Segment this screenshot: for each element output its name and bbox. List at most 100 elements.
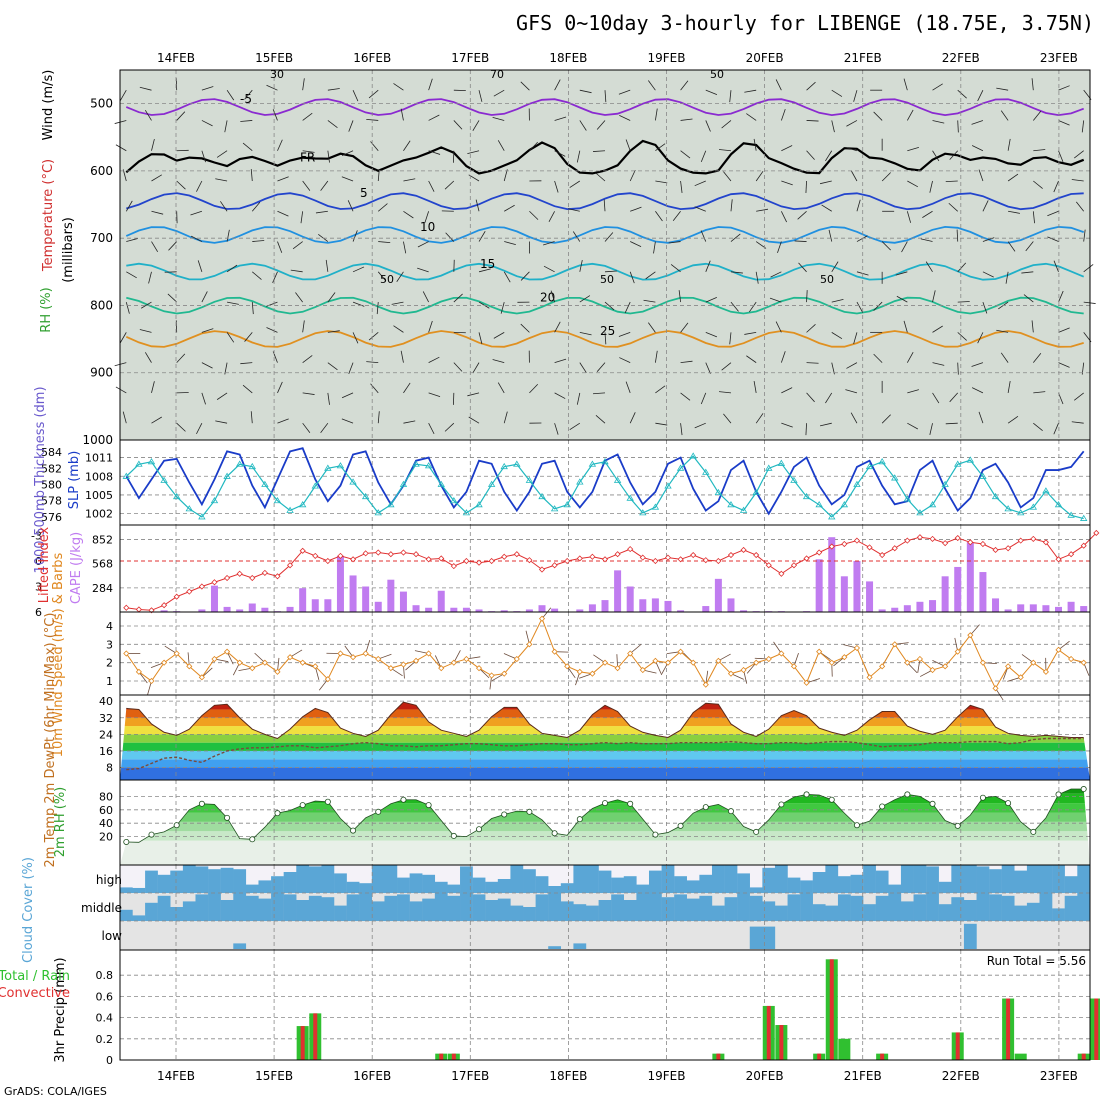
wind-barb: [705, 362, 711, 374]
cape-bar: [916, 601, 924, 612]
wind-speed-marker: [425, 650, 432, 657]
wind-barb: [670, 264, 681, 273]
wind-barb: [403, 241, 407, 254]
cape-bar: [299, 588, 307, 612]
wind-barb: [595, 415, 606, 424]
wind-speed-marker: [400, 661, 407, 668]
wind-speed-marker: [1005, 663, 1012, 670]
thickness-marker: [1067, 511, 1075, 518]
li-marker: [690, 551, 697, 559]
cape-bar: [828, 537, 836, 612]
wind-barb: [595, 172, 606, 182]
wind-barb: [806, 324, 816, 333]
li-marker: [954, 534, 961, 542]
contour-label: 50: [380, 273, 394, 286]
cape-bar: [941, 576, 949, 612]
wind-barb: [1071, 179, 1084, 182]
cape-bar: [198, 609, 206, 612]
wind-barb: [1033, 110, 1042, 121]
ylabel-thickness: 1000-500mb Thickness (dm): [33, 386, 48, 573]
wind-barb: [151, 210, 164, 215]
wind-barb: [266, 84, 278, 91]
cloud-cell: [321, 865, 335, 893]
cloud-cell: [699, 874, 713, 893]
wind-barb: [971, 387, 984, 394]
wind-barb: [596, 120, 606, 130]
wind-barb: [1083, 229, 1086, 242]
wind-barb: [302, 422, 311, 434]
cloud-cell: [560, 883, 574, 893]
li-marker: [123, 604, 130, 611]
li-marker: [790, 562, 798, 569]
wind-barb: [251, 201, 261, 212]
wind-barb: [718, 149, 732, 152]
cloud-cell: [989, 894, 1002, 921]
wind-speed-marker: [249, 665, 256, 672]
wind-barb: [694, 180, 706, 187]
wind-barb: [302, 180, 311, 191]
wind-barb: [873, 353, 883, 363]
wind-speed-marker: [992, 685, 999, 692]
wind-barb: [630, 241, 642, 247]
wind-barb: [773, 641, 782, 654]
precip-conv-bar: [817, 1053, 822, 1060]
wind-barb: [250, 411, 253, 424]
wind-barb: [625, 139, 631, 151]
ylabel-cape: CAPE (J/kg): [69, 532, 84, 604]
y-tick-label-right: 1011: [85, 452, 113, 465]
wind-barb: [948, 202, 958, 212]
wind-barb: [781, 211, 787, 223]
cape-bar: [702, 606, 710, 612]
wind-barb: [856, 199, 861, 212]
cloud-cell: [510, 905, 524, 921]
rh-marker: [853, 822, 860, 829]
rh-band: [120, 821, 1090, 832]
wind-barb: [453, 650, 461, 663]
wind-speed-marker: [312, 663, 319, 670]
wind-barb: [723, 171, 732, 182]
y-tick-label: 500: [90, 97, 113, 111]
thickness-marker: [160, 476, 168, 483]
wind-barb: [1021, 654, 1034, 663]
cloud-cell: [472, 877, 486, 893]
isotherm-line: [126, 192, 1084, 211]
li-marker: [186, 588, 193, 595]
wind-barb: [833, 656, 845, 667]
wind-barb: [543, 265, 555, 273]
wind-speed-marker: [589, 670, 596, 677]
cloud-cell: [409, 873, 423, 893]
rh-marker: [828, 796, 835, 803]
thickness-marker: [1042, 487, 1050, 494]
wind-barb: [1058, 150, 1064, 163]
isotherm-label: 5: [360, 186, 368, 200]
rh-marker: [803, 791, 810, 798]
li-marker: [866, 544, 873, 551]
contour-label: 70: [490, 68, 504, 81]
wind-barb: [746, 355, 757, 363]
wind-barb: [700, 392, 707, 405]
cloud-cell: [611, 894, 624, 921]
wind-barb: [251, 302, 254, 315]
wind-barb: [520, 271, 530, 281]
wind-barb: [907, 180, 919, 188]
li-marker: [475, 559, 483, 566]
li-marker: [286, 562, 294, 569]
wind-barb: [302, 355, 313, 363]
cloud-cell: [837, 876, 851, 893]
wind-barb: [277, 176, 289, 182]
li-marker: [425, 556, 432, 563]
date-label-bottom: 17FEB: [451, 1069, 489, 1083]
thickness-marker: [563, 501, 571, 508]
wind-barb: [377, 271, 387, 282]
date-label-top: 20FEB: [746, 51, 784, 65]
cloud-cell: [195, 894, 209, 921]
li-marker: [1042, 539, 1049, 546]
wind-barb: [497, 382, 505, 394]
rh-band: [120, 812, 1090, 822]
wind-barb: [467, 392, 480, 397]
cloud-cell: [825, 865, 839, 893]
wind-speed-marker: [790, 663, 798, 670]
cape-bar: [626, 586, 634, 612]
wind-barb: [744, 331, 757, 335]
rh-marker: [576, 816, 583, 823]
